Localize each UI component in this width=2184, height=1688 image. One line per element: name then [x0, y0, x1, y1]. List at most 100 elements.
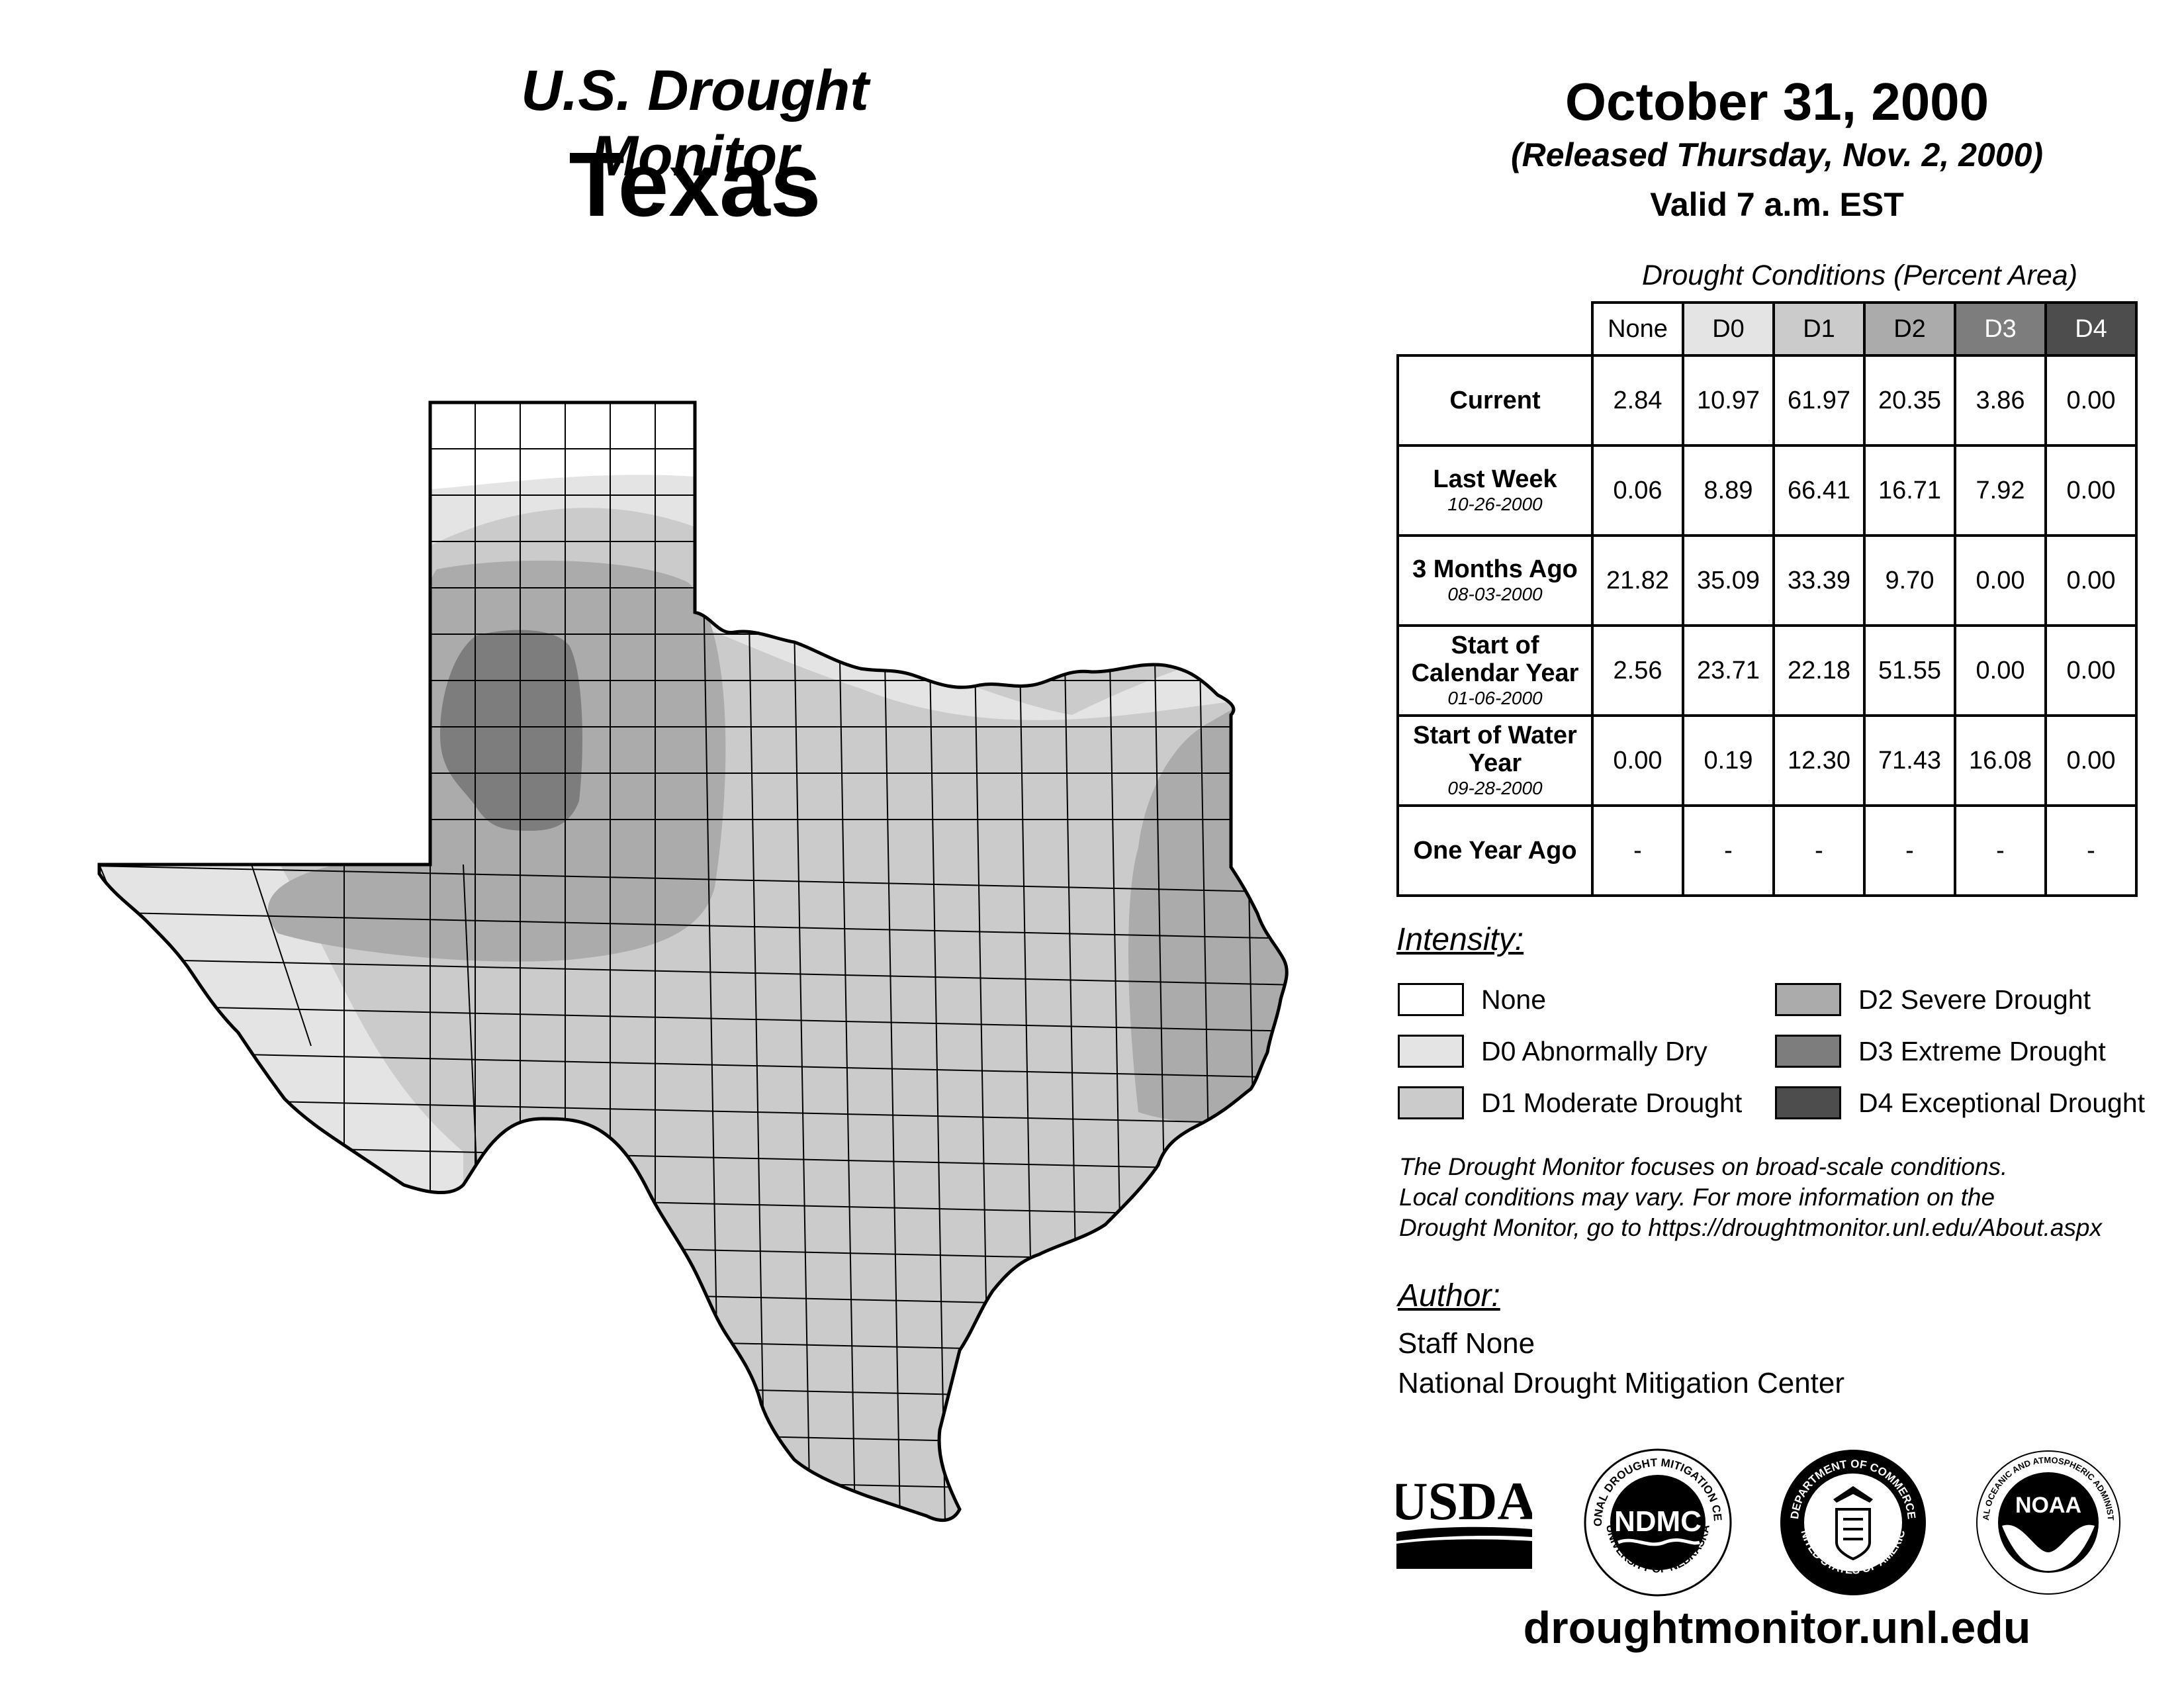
county-line — [99, 1282, 1287, 1310]
svg-text:NOAA: NOAA — [2015, 1493, 2081, 1518]
table-cell: 23.71 — [1682, 624, 1775, 717]
row-date: 08-03-2000 — [1447, 584, 1543, 604]
release-date: (Released Thursday, Nov. 2, 2000) — [1510, 136, 2044, 173]
table-cell: 22.18 — [1772, 624, 1866, 717]
county-line — [99, 1468, 1287, 1495]
note-line: Drought Monitor, go to https://droughtmo… — [1399, 1214, 2102, 1241]
legend-swatch — [1775, 1035, 1841, 1068]
table-cell: - — [1772, 804, 1866, 897]
row-label: One Year Ago — [1396, 804, 1594, 897]
table-cell: 71.43 — [1863, 714, 1956, 807]
legend-swatch — [1398, 983, 1464, 1016]
row-label-text: 3 Months Ago — [1412, 555, 1578, 583]
table-row: One Year Ago - - - - - - — [1396, 804, 2138, 897]
table-cell: 21.82 — [1591, 534, 1684, 627]
texas-drought-map — [97, 400, 1289, 1523]
legend-label: D2 Severe Drought — [1858, 984, 2091, 1015]
table-cell: 61.97 — [1772, 354, 1866, 447]
legend-label: D4 Exceptional Drought — [1858, 1088, 2146, 1118]
row-label-text: Start of Calendar Year — [1411, 632, 1579, 687]
legend-swatch — [1398, 1035, 1464, 1068]
table-row: 3 Months Ago 08-03-2000 21.82 35.09 33.39 9.7… — [1396, 534, 2138, 627]
table-cell: 0.00 — [1591, 714, 1684, 807]
col-header: D0 — [1682, 301, 1775, 357]
texas-outline — [97, 400, 1289, 1523]
table-cell: 66.41 — [1772, 444, 1866, 537]
table-cell: 9.70 — [1863, 534, 1956, 627]
author-org: National Drought Mitigation Center — [1398, 1367, 1845, 1399]
monitor-title: U.S. Drought Monitor — [521, 59, 869, 188]
legend-swatch — [1775, 983, 1841, 1016]
row-label-text: Start of Water Year — [1413, 722, 1577, 777]
table-cell: - — [1863, 804, 1956, 897]
county-line — [99, 1514, 1287, 1521]
noaa-logo: NATIONAL OCEANIC AND ATMOSPHERIC ADMINIS… — [1972, 1446, 2120, 1595]
table-cell: 20.35 — [1863, 354, 1956, 447]
row-date: 01-06-2000 — [1447, 688, 1543, 708]
county-line — [463, 864, 477, 1166]
county-line — [99, 958, 1287, 986]
county-line — [99, 1051, 1287, 1078]
col-header: D1 — [1772, 301, 1866, 357]
row-label: Current — [1396, 354, 1594, 447]
county-line — [99, 912, 1287, 939]
svg-text:NDMC: NDMC — [1614, 1505, 1702, 1538]
disclaimer-note: The Drought Monitor focuses on broad-sca… — [1399, 1152, 2160, 1243]
row-label: Start of Water Year 09-28-2000 — [1396, 714, 1594, 807]
col-header: D2 — [1863, 301, 1956, 357]
region-title: Texas — [569, 134, 821, 236]
county-line — [99, 1375, 1287, 1403]
county-line — [99, 1097, 1287, 1125]
usda-logo: USDA — [1396, 1471, 1532, 1569]
county-line — [99, 865, 1287, 893]
legend-swatch — [1775, 1086, 1841, 1119]
legend-title: Intensity: — [1396, 922, 1524, 957]
ndmc-logo: NATIONAL DROUGHT MITIGATION CENTER UNIVE… — [1582, 1446, 1732, 1597]
table-cell: - — [1591, 804, 1684, 897]
table-cell: 8.89 — [1682, 444, 1775, 537]
table-cell: 3.86 — [1954, 354, 2047, 447]
row-label: 3 Months Ago 08-03-2000 — [1396, 534, 1594, 627]
county-line — [1285, 402, 1287, 1521]
note-line: The Drought Monitor focuses on broad-sca… — [1399, 1153, 2008, 1180]
table-cell: 0.19 — [1682, 714, 1775, 807]
table-cell: 0.00 — [2044, 444, 2138, 537]
table-cell: 7.92 — [1954, 444, 2047, 537]
row-label: Start of Calendar Year 01-06-2000 — [1396, 624, 1594, 717]
author-name: Staff None — [1398, 1327, 1535, 1360]
table-cell: 16.08 — [1954, 714, 2047, 807]
table-row: Last Week 10-26-2000 0.06 8.89 66.41 16.71 7.9… — [1396, 444, 2138, 537]
drought-conditions-table: None D0 D1 D2 D3 D4 Current 2.84 10.97 61.9… — [1396, 301, 2138, 897]
table-cell: 12.30 — [1772, 714, 1866, 807]
col-header: D3 — [1954, 301, 2047, 357]
valid-time: Valid 7 a.m. EST — [1650, 186, 1904, 223]
table-cell: 2.56 — [1591, 624, 1684, 717]
row-label-text: Last Week — [1433, 465, 1557, 493]
table-row: Current 2.84 10.97 61.97 20.35 3.86 0.00 — [1396, 354, 2138, 447]
map-date: October 31, 2000 — [1565, 72, 1989, 131]
table-cell: 0.00 — [2044, 534, 2138, 627]
legend-label: D0 Abnormally Dry — [1481, 1036, 1707, 1066]
legend-label: D3 Extreme Drought — [1858, 1036, 2106, 1066]
svg-text:USDA: USDA — [1396, 1471, 1532, 1531]
row-date: 10-26-2000 — [1447, 494, 1543, 514]
table-cell: - — [2044, 804, 2138, 897]
table-cell: 2.84 — [1591, 354, 1684, 447]
table-cell: 0.00 — [2044, 624, 2138, 717]
row-label: Last Week 10-26-2000 — [1396, 444, 1594, 537]
row-label-text: Current — [1449, 387, 1541, 414]
table-cell: 33.39 — [1772, 534, 1866, 627]
col-header: D4 — [2044, 301, 2138, 357]
table-row: Start of Water Year 09-28-2000 0.00 0.19 12.… — [1396, 714, 2138, 807]
table-cell: 51.55 — [1863, 624, 1956, 717]
table-cell: 0.06 — [1591, 444, 1684, 537]
table-cell: - — [1954, 804, 2047, 897]
legend-swatch — [1398, 1086, 1464, 1119]
county-line — [251, 864, 312, 1047]
table-cell: 16.71 — [1863, 444, 1956, 537]
drought-areas — [99, 402, 1287, 1521]
website-url[interactable]: droughtmonitor.unl.edu — [1523, 1603, 2031, 1653]
row-label-text: One Year Ago — [1413, 837, 1577, 865]
table-cell: 0.00 — [2044, 354, 2138, 447]
county-line — [99, 1329, 1287, 1356]
